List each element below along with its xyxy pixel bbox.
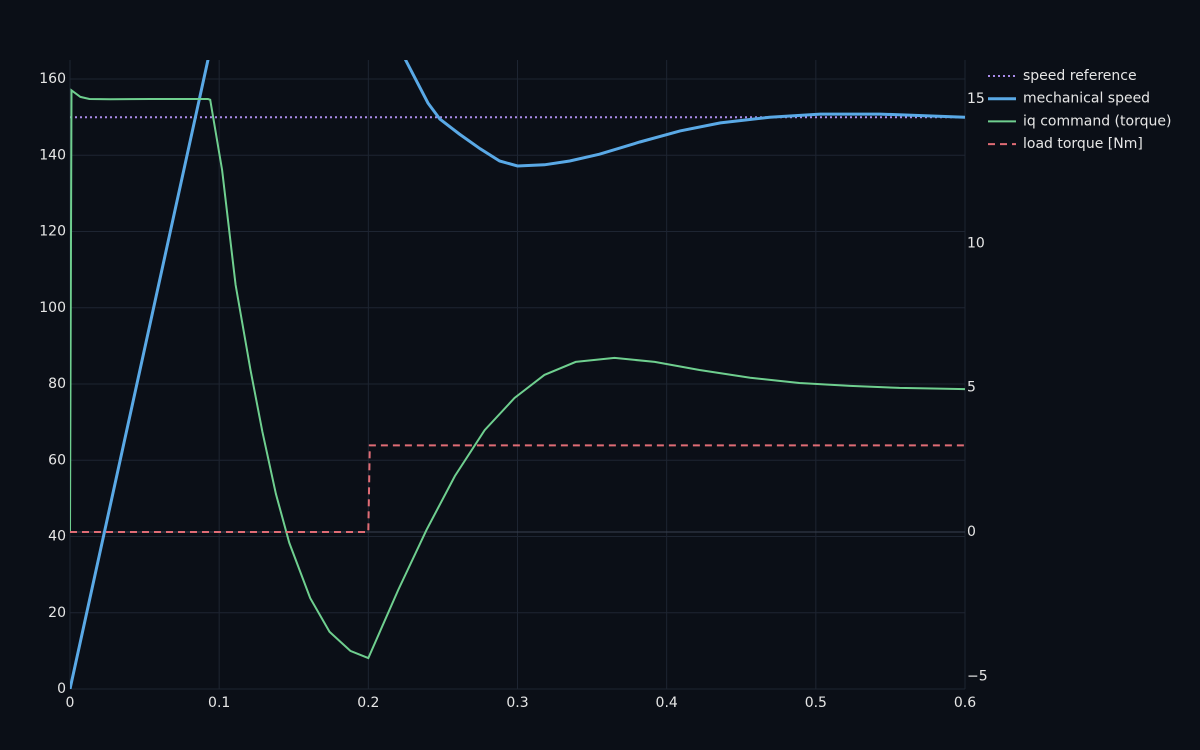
x-tick-label: 0.4 xyxy=(656,695,678,711)
series-line xyxy=(70,88,965,660)
plot-area xyxy=(70,60,965,689)
y2-tick-label: −5 xyxy=(967,668,988,684)
y2-tick-label: 15 xyxy=(967,91,985,107)
legend-label: iq command (torque) xyxy=(1023,113,1171,129)
legend-label: load torque [Nm] xyxy=(1023,136,1143,152)
x-tick-label: 0 xyxy=(66,695,75,711)
x-tick-label: 0.6 xyxy=(954,695,976,711)
y2-tick-label: 0 xyxy=(967,524,976,540)
y-tick-label: 40 xyxy=(48,529,66,545)
legend-label: mechanical speed xyxy=(1023,91,1150,107)
y-tick-label: 120 xyxy=(39,224,66,240)
x-tick-label: 0.2 xyxy=(357,695,379,711)
series-line xyxy=(70,444,965,533)
y2-tick-label: 5 xyxy=(967,380,976,396)
y-tick-label: 100 xyxy=(39,300,66,316)
y-tick-label: 140 xyxy=(39,147,66,163)
legend-label: speed reference xyxy=(1023,68,1137,84)
y-tick-label: 0 xyxy=(57,681,66,697)
series-line xyxy=(70,60,965,689)
x-tick-label: 0.1 xyxy=(208,695,230,711)
y2-tick-label: 10 xyxy=(967,235,985,251)
x-tick-label: 0.3 xyxy=(506,695,528,711)
y-tick-label: 160 xyxy=(39,71,66,87)
y-tick-label: 20 xyxy=(48,605,66,621)
y-tick-label: 60 xyxy=(48,452,66,468)
y-tick-label: 80 xyxy=(48,376,66,392)
x-tick-label: 0.5 xyxy=(805,695,827,711)
